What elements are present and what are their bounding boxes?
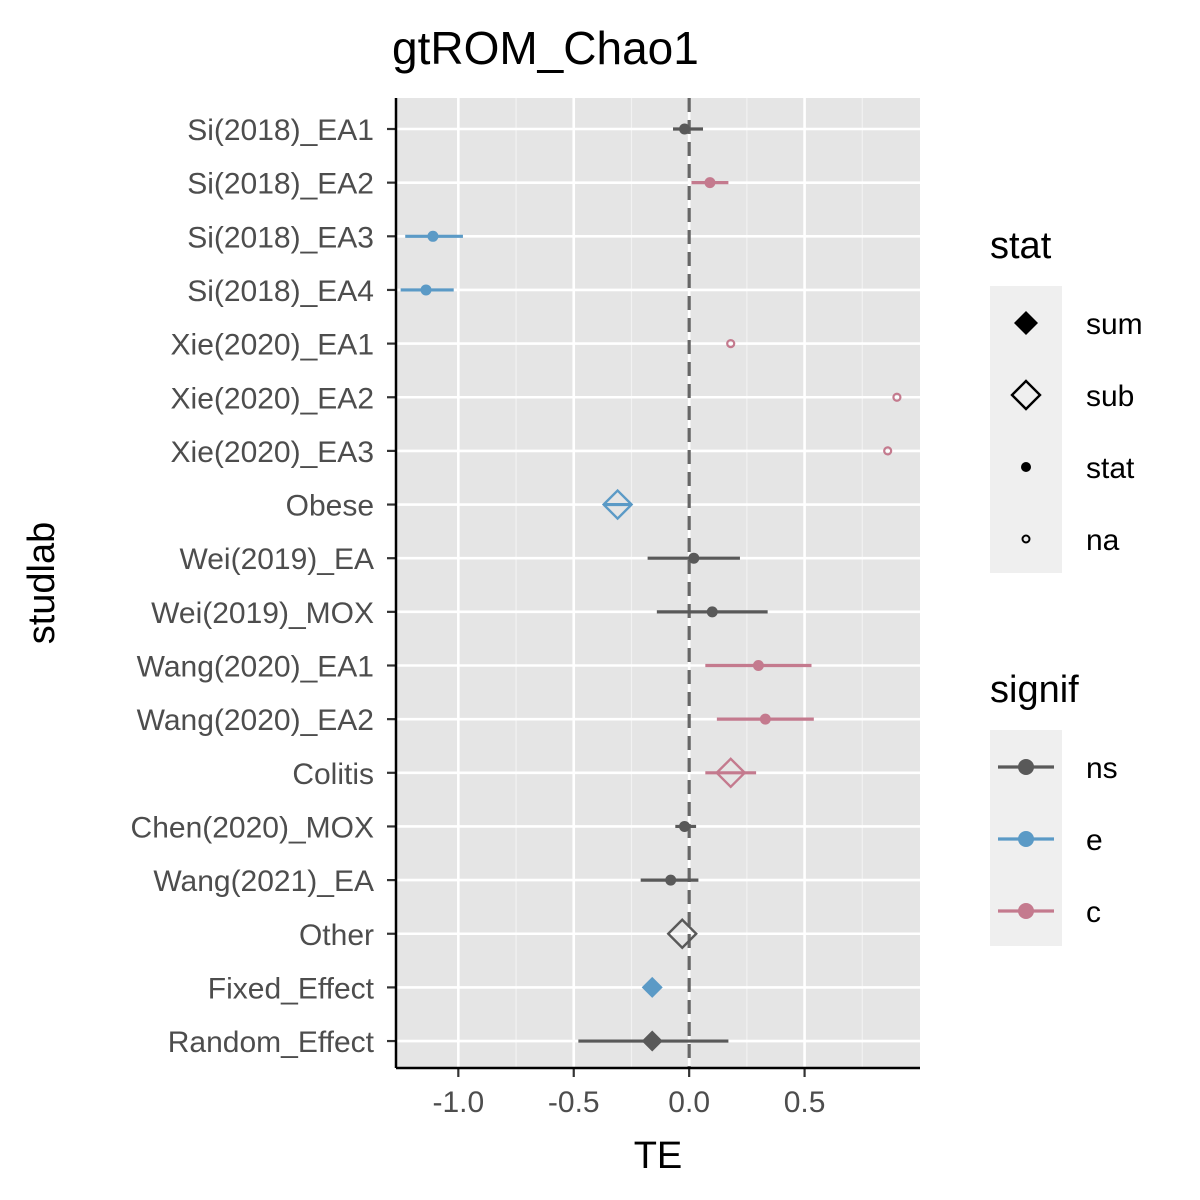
legend-sum-key xyxy=(1014,311,1038,335)
y-tick-label: Wei(2019)_MOX xyxy=(151,597,374,630)
legend-na-key xyxy=(1021,534,1031,544)
x-tick-label: -0.5 xyxy=(548,1086,600,1119)
legend-signif-title: signif xyxy=(990,669,1079,711)
legend-stat-label: na xyxy=(1086,524,1120,557)
y-tick-label: Wei(2019)_EA xyxy=(179,543,374,576)
legend-signif-label: c xyxy=(1086,896,1101,929)
y-tick-label: Colitis xyxy=(292,758,374,791)
y-tick-label: Si(2018)_EA1 xyxy=(187,114,374,147)
y-tick-labels: Si(2018)_EA1 Si(2018)_EA2 Si(2018)_EA3 Si(2… xyxy=(131,114,396,1059)
y-tick-label: Si(2018)_EA4 xyxy=(187,275,374,308)
na-point xyxy=(726,339,736,349)
point-estimate xyxy=(679,820,691,832)
plot-panel xyxy=(396,98,920,1068)
legend-signif-point xyxy=(1018,759,1034,775)
legend-sub-key xyxy=(1010,379,1042,411)
subgroup-diamond xyxy=(601,488,634,521)
x-tick-label: 0.5 xyxy=(784,1086,826,1119)
y-tick-label: Xie(2020)_EA3 xyxy=(171,436,374,469)
y-tick-label: Other xyxy=(299,919,374,952)
legend-signif-label: e xyxy=(1086,824,1103,857)
point-estimate xyxy=(420,284,432,296)
y-tick-label: Xie(2020)_EA2 xyxy=(171,382,374,415)
data-marks xyxy=(400,98,902,1068)
legend-signif-point xyxy=(1018,831,1034,847)
y-tick-label: Wang(2020)_EA1 xyxy=(137,651,374,684)
na-point xyxy=(892,392,902,402)
subgroup-diamond xyxy=(666,918,698,950)
legend-stat-label: sub xyxy=(1086,380,1134,413)
point-estimate xyxy=(704,177,716,189)
y-tick-label: Random_Effect xyxy=(168,1026,375,1059)
x-tick-label: -1.0 xyxy=(432,1086,484,1119)
x-tick-labels: -1.0 -0.5 0.0 0.5 xyxy=(432,1068,825,1119)
subgroup-diamond xyxy=(715,757,747,789)
y-tick-label: Si(2018)_EA3 xyxy=(187,221,374,254)
y-tick-label: Obese xyxy=(286,490,374,523)
legend-signif-point xyxy=(1018,903,1034,919)
na-point xyxy=(883,446,893,456)
chart-title: gtROM_Chao1 xyxy=(392,22,699,74)
legend-signif: signif ns e c xyxy=(990,669,1118,946)
legend-signif-label: ns xyxy=(1086,752,1118,785)
point-estimate xyxy=(665,874,677,886)
y-tick-label: Fixed_Effect xyxy=(208,972,375,1005)
point-estimate xyxy=(759,713,771,725)
y-tick-label: Wang(2021)_EA xyxy=(153,865,374,898)
x-tick-label: 0.0 xyxy=(668,1086,710,1119)
legend-stat: stat sum sub stat na xyxy=(990,225,1143,573)
point-estimate xyxy=(427,230,439,242)
y-axis-title: studlab xyxy=(21,522,63,645)
y-tick-label: Si(2018)_EA2 xyxy=(187,168,374,201)
y-tick-label: Wang(2020)_EA2 xyxy=(137,704,374,737)
x-axis-title: TE xyxy=(634,1135,683,1177)
point-estimate xyxy=(706,606,718,618)
legend-stat-label: sum xyxy=(1086,308,1143,341)
point-estimate xyxy=(752,660,764,671)
point-estimate xyxy=(688,552,700,564)
summary-diamond xyxy=(641,976,663,998)
legend-stat-label: stat xyxy=(1086,452,1135,485)
summary-diamond xyxy=(641,1030,663,1052)
point-estimate xyxy=(679,123,691,135)
y-tick-label: Xie(2020)_EA1 xyxy=(171,329,374,362)
legend-stat-key xyxy=(1021,462,1031,472)
y-tick-label: Chen(2020)_MOX xyxy=(131,811,374,844)
legend-stat-title: stat xyxy=(990,225,1052,267)
